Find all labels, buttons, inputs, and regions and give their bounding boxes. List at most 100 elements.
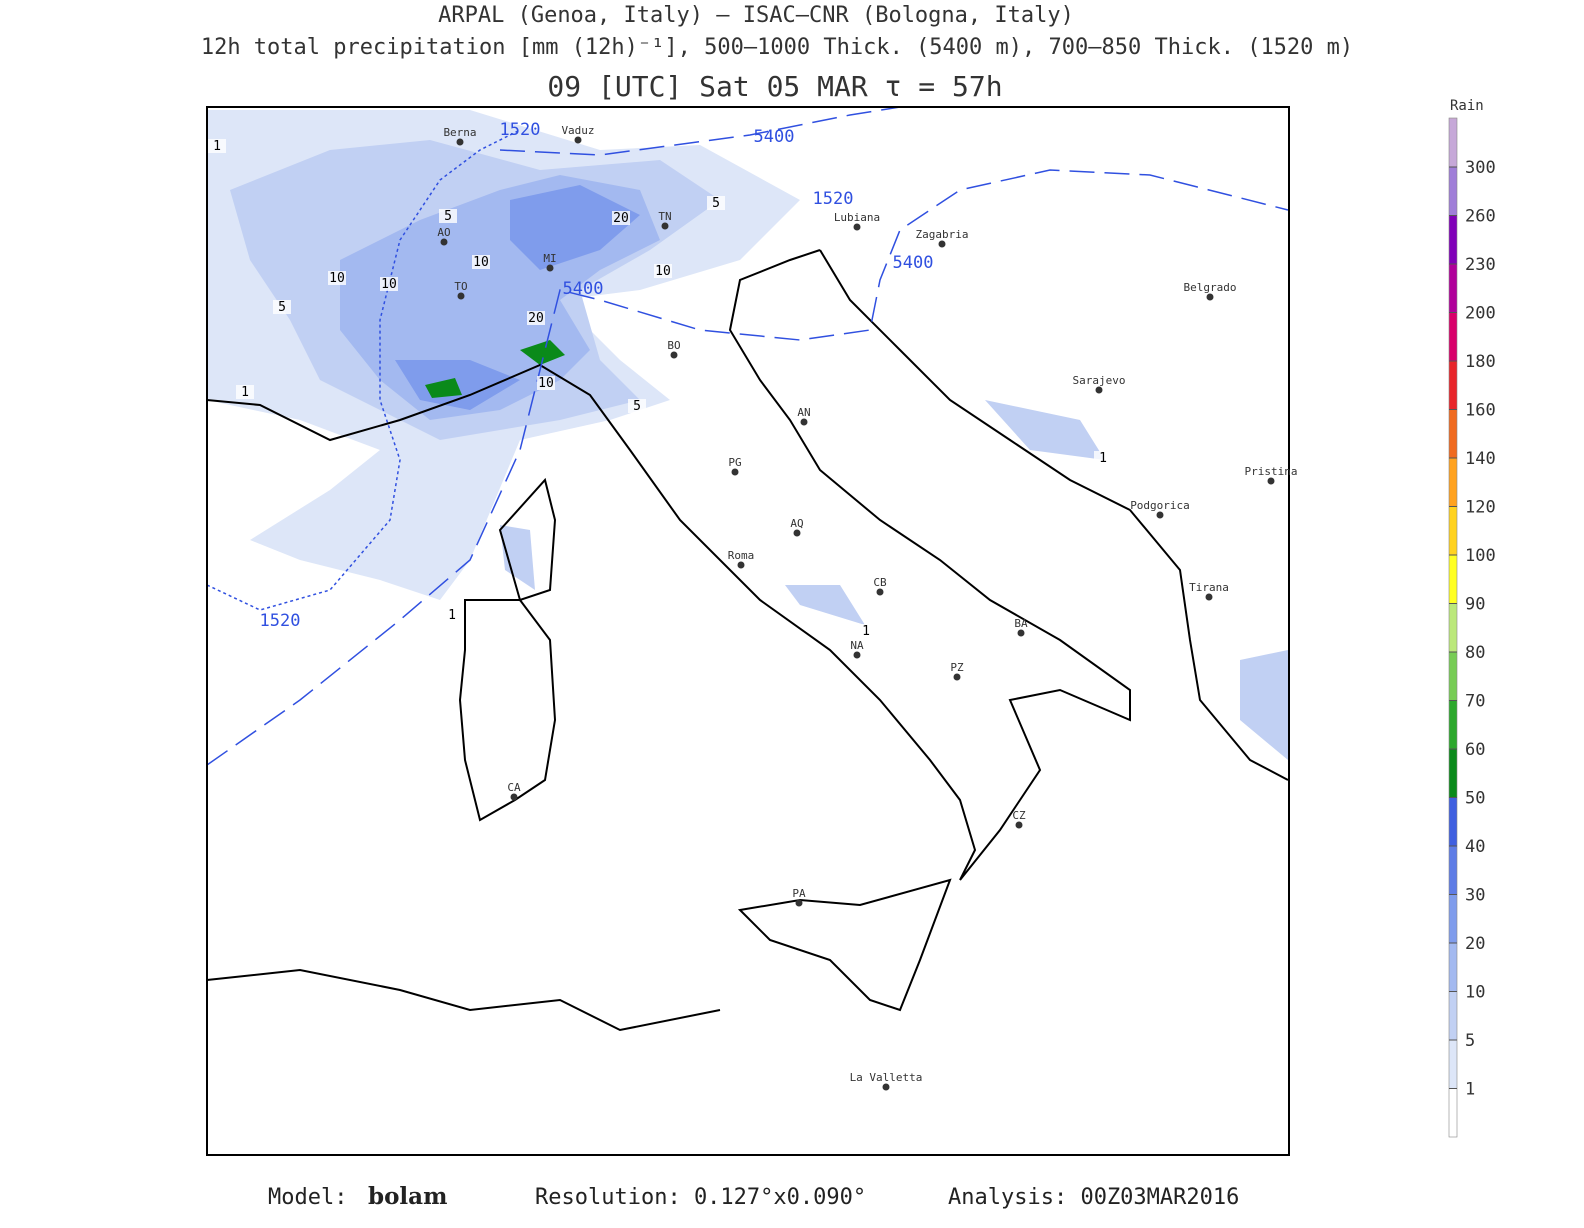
label-bg <box>612 211 630 225</box>
contour-label: 10 <box>538 376 554 391</box>
isoline-label: 5400 <box>563 279 604 299</box>
precip-area <box>395 185 640 410</box>
colorbar-segment <box>1449 506 1457 555</box>
colorbar-segment <box>1449 312 1457 361</box>
city-label: AO <box>437 226 450 239</box>
colorbar-label: 90 <box>1465 595 1485 615</box>
city-marker <box>574 136 582 144</box>
contour-label: 5 <box>633 399 641 414</box>
isoline-label: 1520 <box>813 189 854 209</box>
colorbar-segment <box>1449 652 1457 701</box>
city-marker <box>510 793 518 801</box>
colorbar-label: 70 <box>1465 692 1485 712</box>
city-label: PG <box>728 456 741 469</box>
city-marker <box>1267 477 1275 485</box>
colorbar-segment <box>1449 555 1457 604</box>
city-marker <box>853 223 861 231</box>
coastline <box>819 249 1289 781</box>
colorbar: Rain 1 5 10 20 30 40 50 60 70 80 90 100 120 140 160 180… <box>1448 98 1496 1138</box>
coastline <box>206 249 1131 881</box>
contour-label: 10 <box>381 277 397 292</box>
colorbar-segment <box>1449 458 1457 507</box>
colorbar-label: 30 <box>1465 886 1485 906</box>
city-label: AN <box>797 406 810 419</box>
footer-resolution: Resolution: 0.127°x0.090° <box>535 1185 866 1210</box>
city-label: TO <box>454 280 467 293</box>
map: Berna Vaduz TN AO MI TO BO Lubiana Zagabria Belgr… <box>206 106 1297 1156</box>
colorbar-segment <box>1449 1088 1457 1137</box>
city-marker <box>731 468 739 476</box>
colorbar-segment <box>1449 409 1457 458</box>
colorbar-segment <box>1449 846 1457 895</box>
city-marker <box>882 1083 890 1091</box>
colorbar-segment <box>1449 264 1457 313</box>
city-marker <box>1205 593 1213 601</box>
contour-label: 5 <box>278 300 286 315</box>
colorbar-label: 20 <box>1465 934 1485 954</box>
colorbar-segment <box>1449 991 1457 1040</box>
city-marker <box>546 264 554 272</box>
label-bg <box>380 277 398 291</box>
city-marker <box>853 651 861 659</box>
city-label: CB <box>873 576 887 589</box>
colorbar-frame <box>1448 117 1458 1138</box>
city-label: BA <box>1014 617 1028 630</box>
colorbar-label: 140 <box>1465 449 1496 469</box>
label-bg <box>654 264 672 278</box>
contour-label: 20 <box>528 311 544 326</box>
colorbar-segment <box>1449 361 1457 410</box>
label-bg <box>472 255 490 269</box>
city-label: PA <box>792 887 806 900</box>
city-label: CZ <box>1012 809 1026 822</box>
colorbar-segment <box>1449 700 1457 749</box>
city-label: AQ <box>790 517 803 530</box>
city-marker <box>1015 821 1023 829</box>
city-label: PZ <box>950 661 964 674</box>
city-label: CA <box>507 781 521 794</box>
label-bg <box>628 399 646 413</box>
city-marker <box>1017 629 1025 637</box>
city-marker <box>737 561 745 569</box>
city-label: Vaduz <box>561 124 594 137</box>
isoline-label: 5400 <box>893 253 934 273</box>
label-bg <box>208 139 226 153</box>
contour-label: 1 <box>241 385 249 400</box>
colorbar-label: 40 <box>1465 837 1485 857</box>
city-label: La Valletta <box>850 1071 923 1084</box>
label-bg <box>273 300 291 314</box>
city-label: MI <box>543 252 556 265</box>
footer-analysis: Analysis: 00Z03MAR2016 <box>948 1185 1239 1210</box>
colorbar-label: 180 <box>1465 352 1496 372</box>
city-label: Lubiana <box>834 211 880 224</box>
label-bg <box>1094 451 1112 465</box>
colorbar-label: 300 <box>1465 158 1496 178</box>
city-label: Berna <box>443 126 476 139</box>
colorbar-label: 160 <box>1465 401 1496 421</box>
colorbar-segment <box>1449 1040 1457 1089</box>
colorbar-title: Rain <box>1450 98 1484 114</box>
contour-label: 5 <box>712 196 720 211</box>
label-bg <box>443 608 461 622</box>
contour-label: 1 <box>862 624 870 639</box>
label-bg <box>439 209 457 223</box>
colorbar-segment <box>1449 215 1457 264</box>
contour-label: 5 <box>444 209 452 224</box>
label-bg <box>236 385 254 399</box>
colorbar-label: 50 <box>1465 789 1485 809</box>
city-label: Belgrado <box>1184 281 1237 294</box>
city-label: Tirana <box>1189 581 1229 594</box>
contour-label: 10 <box>655 264 671 279</box>
corsica <box>498 477 557 602</box>
precip-area <box>425 340 565 398</box>
header-line: 12h total precipitation [mm (12h)⁻¹], 50… <box>201 35 1353 60</box>
city-marker <box>456 138 464 146</box>
city-marker <box>938 240 946 248</box>
city-label: Roma <box>728 549 755 562</box>
city-marker <box>800 418 808 426</box>
colorbar-label: 200 <box>1465 304 1496 324</box>
label-bg <box>857 624 875 638</box>
label-bg <box>537 376 555 390</box>
city-marker <box>795 899 803 907</box>
city-marker <box>670 351 678 359</box>
isoline-label: 5400 <box>754 127 795 147</box>
